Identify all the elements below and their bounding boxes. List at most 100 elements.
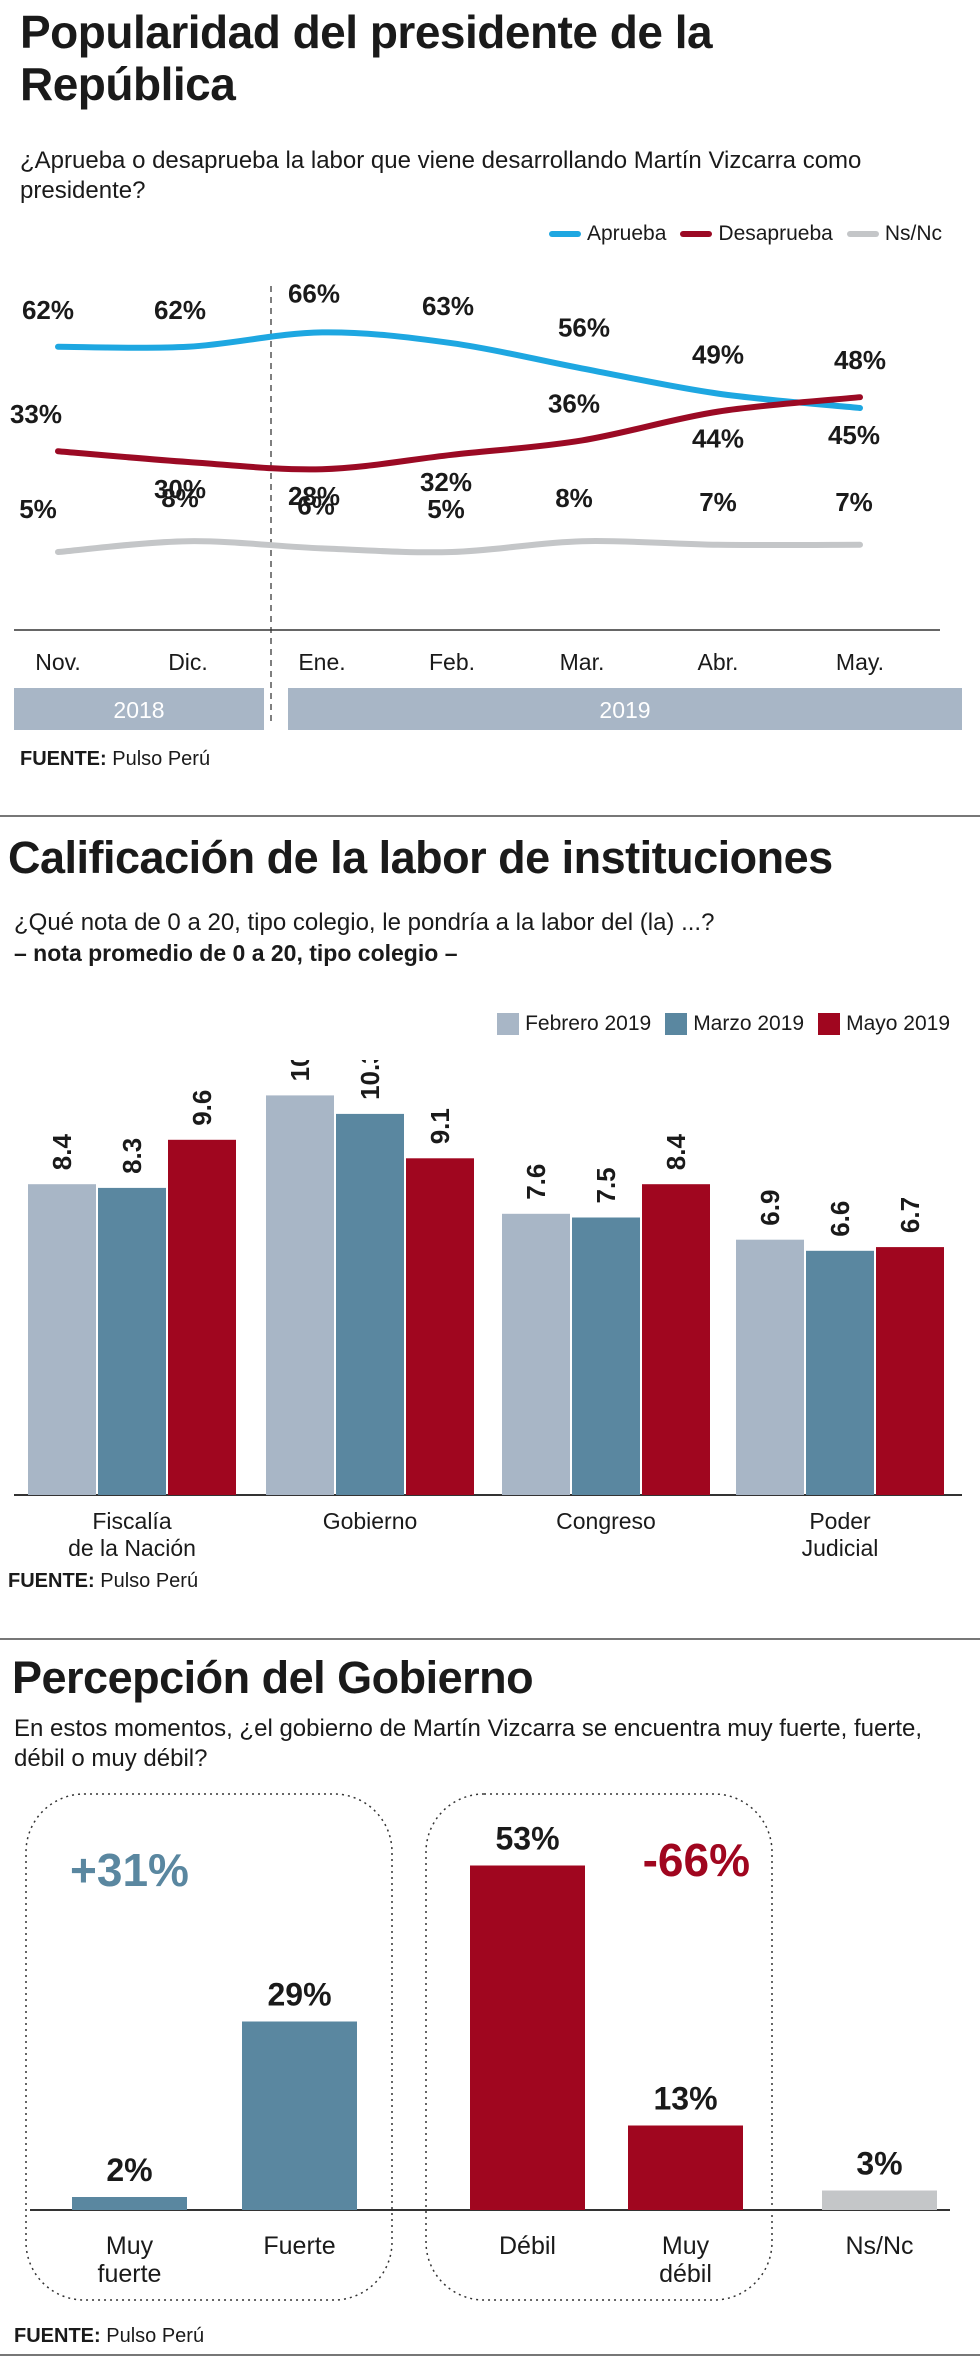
chart3-source-label: FUENTE: <box>14 2325 101 2347</box>
bar-3-2 <box>876 1247 944 1495</box>
data-label-desaprueba-5: 44% <box>692 424 744 454</box>
bar-value-label: 7.6 <box>521 1164 551 1200</box>
chart1-source-label: FUENTE: <box>20 748 107 770</box>
bar-value-label: 8.3 <box>117 1138 147 1174</box>
data-label-aprueba-5: 49% <box>692 340 744 370</box>
section-divider-2 <box>0 1638 980 1640</box>
bar-2-1 <box>572 1217 640 1495</box>
legend-swatch-desaprueba <box>680 231 713 237</box>
bar-0 <box>72 2197 187 2210</box>
year-band-2019 <box>288 688 962 730</box>
data-label-desaprueba-3: 32% <box>420 467 472 497</box>
chart2-question: ¿Qué nota de 0 a 20, tipo colegio, le po… <box>14 909 715 936</box>
category-label: Fiscalía <box>92 1508 171 1534</box>
bar-value-label: 10.3 <box>355 1060 385 1100</box>
legend-swatch-aprueba <box>549 231 581 237</box>
bar-value-label: 9.6 <box>187 1090 217 1126</box>
bottom-rule <box>0 2354 980 2356</box>
bar-3 <box>628 2125 743 2210</box>
bar-value-label: 13% <box>653 2081 717 2117</box>
legend-swatch-marzo <box>665 1013 688 1035</box>
category-label: de la Nación <box>68 1535 196 1561</box>
data-label-nsnc-0: 5% <box>19 494 57 524</box>
bar-value-label: 3% <box>856 2146 902 2182</box>
bar-value-label: 6.6 <box>825 1201 855 1237</box>
bar-value-label: 8.4 <box>47 1134 77 1171</box>
category-label: Judicial <box>802 1535 879 1561</box>
bar-0-1 <box>98 1187 166 1495</box>
x-tick-label: Feb. <box>429 649 475 675</box>
bar-value-label: 53% <box>495 1821 559 1857</box>
legend-swatch-mayo <box>818 1013 841 1035</box>
data-label-nsnc-4: 8% <box>555 483 593 513</box>
legend-item-desaprueba: Desaprueba <box>680 222 833 246</box>
legend-label-nsnc: Ns/Nc <box>884 222 942 245</box>
legend-item-marzo: Marzo 2019 <box>665 1012 804 1036</box>
bar-2 <box>470 1865 585 2210</box>
legend-item-mayo: Mayo 2019 <box>818 1012 950 1036</box>
year-band-label-2019: 2019 <box>599 697 650 723</box>
data-label-aprueba-4: 56% <box>558 312 610 342</box>
category-label: débil <box>659 2260 712 2288</box>
bar-2-0 <box>502 1213 570 1495</box>
legend-label-febrero: Febrero 2019 <box>525 1012 652 1035</box>
bar-value-label: 7.5 <box>591 1167 621 1203</box>
category-label: Gobierno <box>323 1508 418 1534</box>
line-chart: 62% 62% 66% 63% 56% 49% 45% 33% 30% 28% 32% 36% 44% 4… <box>10 278 962 730</box>
category-label: fuerte <box>98 2260 162 2288</box>
data-label-nsnc-2: 6% <box>297 490 335 520</box>
chart1-source: FUENTE: Pulso Perú <box>20 748 210 771</box>
group-label-1: -66% <box>643 1834 750 1886</box>
group-box-debil <box>425 1793 773 2301</box>
legend-item-aprueba: Aprueba <box>549 222 666 246</box>
chart2-source-label: FUENTE: <box>8 1570 95 1592</box>
data-label-aprueba-2: 66% <box>288 278 340 308</box>
bar-value-label: 2% <box>106 2152 152 2188</box>
bar-0-0 <box>28 1184 96 1495</box>
legend-item-nsnc: Ns/Nc <box>846 222 942 246</box>
legend-label-aprueba: Aprueba <box>587 222 667 245</box>
bar-1 <box>242 2021 357 2210</box>
series-line-desaprueba <box>55 394 863 473</box>
bar-0-2 <box>168 1139 236 1495</box>
bar-4 <box>822 2190 937 2210</box>
chart2-note: – nota promedio de 0 a 20, tipo colegio … <box>14 940 458 966</box>
year-band-label-2018: 2018 <box>113 697 164 723</box>
x-tick-label: Ene. <box>298 649 345 675</box>
category-label: Muy <box>106 2232 154 2260</box>
data-label-nsnc-5: 7% <box>699 487 737 517</box>
x-tick-label: Mar. <box>560 649 605 675</box>
data-label-aprueba-0: 62% <box>22 295 74 325</box>
series-line-aprueba <box>55 329 863 411</box>
category-label: Débil <box>499 2232 556 2260</box>
bar-value-label: 9.1 <box>425 1108 455 1144</box>
chart2-source-text: Pulso Perú <box>100 1570 199 1592</box>
data-label-aprueba-3: 63% <box>422 291 474 321</box>
bar-chart-percepcion: +31% -66%2%Muyfuerte29%Fuerte53%Débil13%M… <box>25 1793 950 2301</box>
chart1-question: ¿Aprueba o desaprueba la labor que viene… <box>20 147 862 204</box>
category-label: Poder <box>809 1508 871 1534</box>
chart1-title: Popularidad del presidente de la Repúbli… <box>20 6 713 110</box>
bar-value-label: 29% <box>267 1977 331 2013</box>
bar-value-label: 6.9 <box>755 1190 785 1226</box>
x-tick-label: Dic. <box>168 649 208 675</box>
chart3-title: Percepción del Gobierno <box>12 1652 534 1703</box>
bar-1-1 <box>336 1113 404 1495</box>
bar-1-0 <box>266 1095 334 1495</box>
x-tick-label: Nov. <box>35 649 81 675</box>
data-label-aprueba-6: 45% <box>828 420 880 450</box>
chart2-legend: Febrero 2019 Marzo 2019 Mayo 2019 <box>483 1012 950 1036</box>
chart2-title: Calificación de la labor de institucione… <box>8 832 833 883</box>
data-label-desaprueba-0: 33% <box>10 399 62 429</box>
data-label-nsnc-1: 8% <box>161 483 199 513</box>
chart1-source-text: Pulso Perú <box>112 748 211 770</box>
category-label: Fuerte <box>263 2232 335 2260</box>
data-label-desaprueba-1: 30% <box>154 474 206 504</box>
legend-label-mayo: Mayo 2019 <box>846 1012 950 1035</box>
bar-3-1 <box>806 1250 874 1495</box>
bar-3-0 <box>736 1239 804 1495</box>
data-label-nsnc-3: 5% <box>427 494 465 524</box>
bar-value-label: 10.8 <box>285 1060 315 1081</box>
legend-item-febrero: Febrero 2019 <box>497 1012 651 1036</box>
